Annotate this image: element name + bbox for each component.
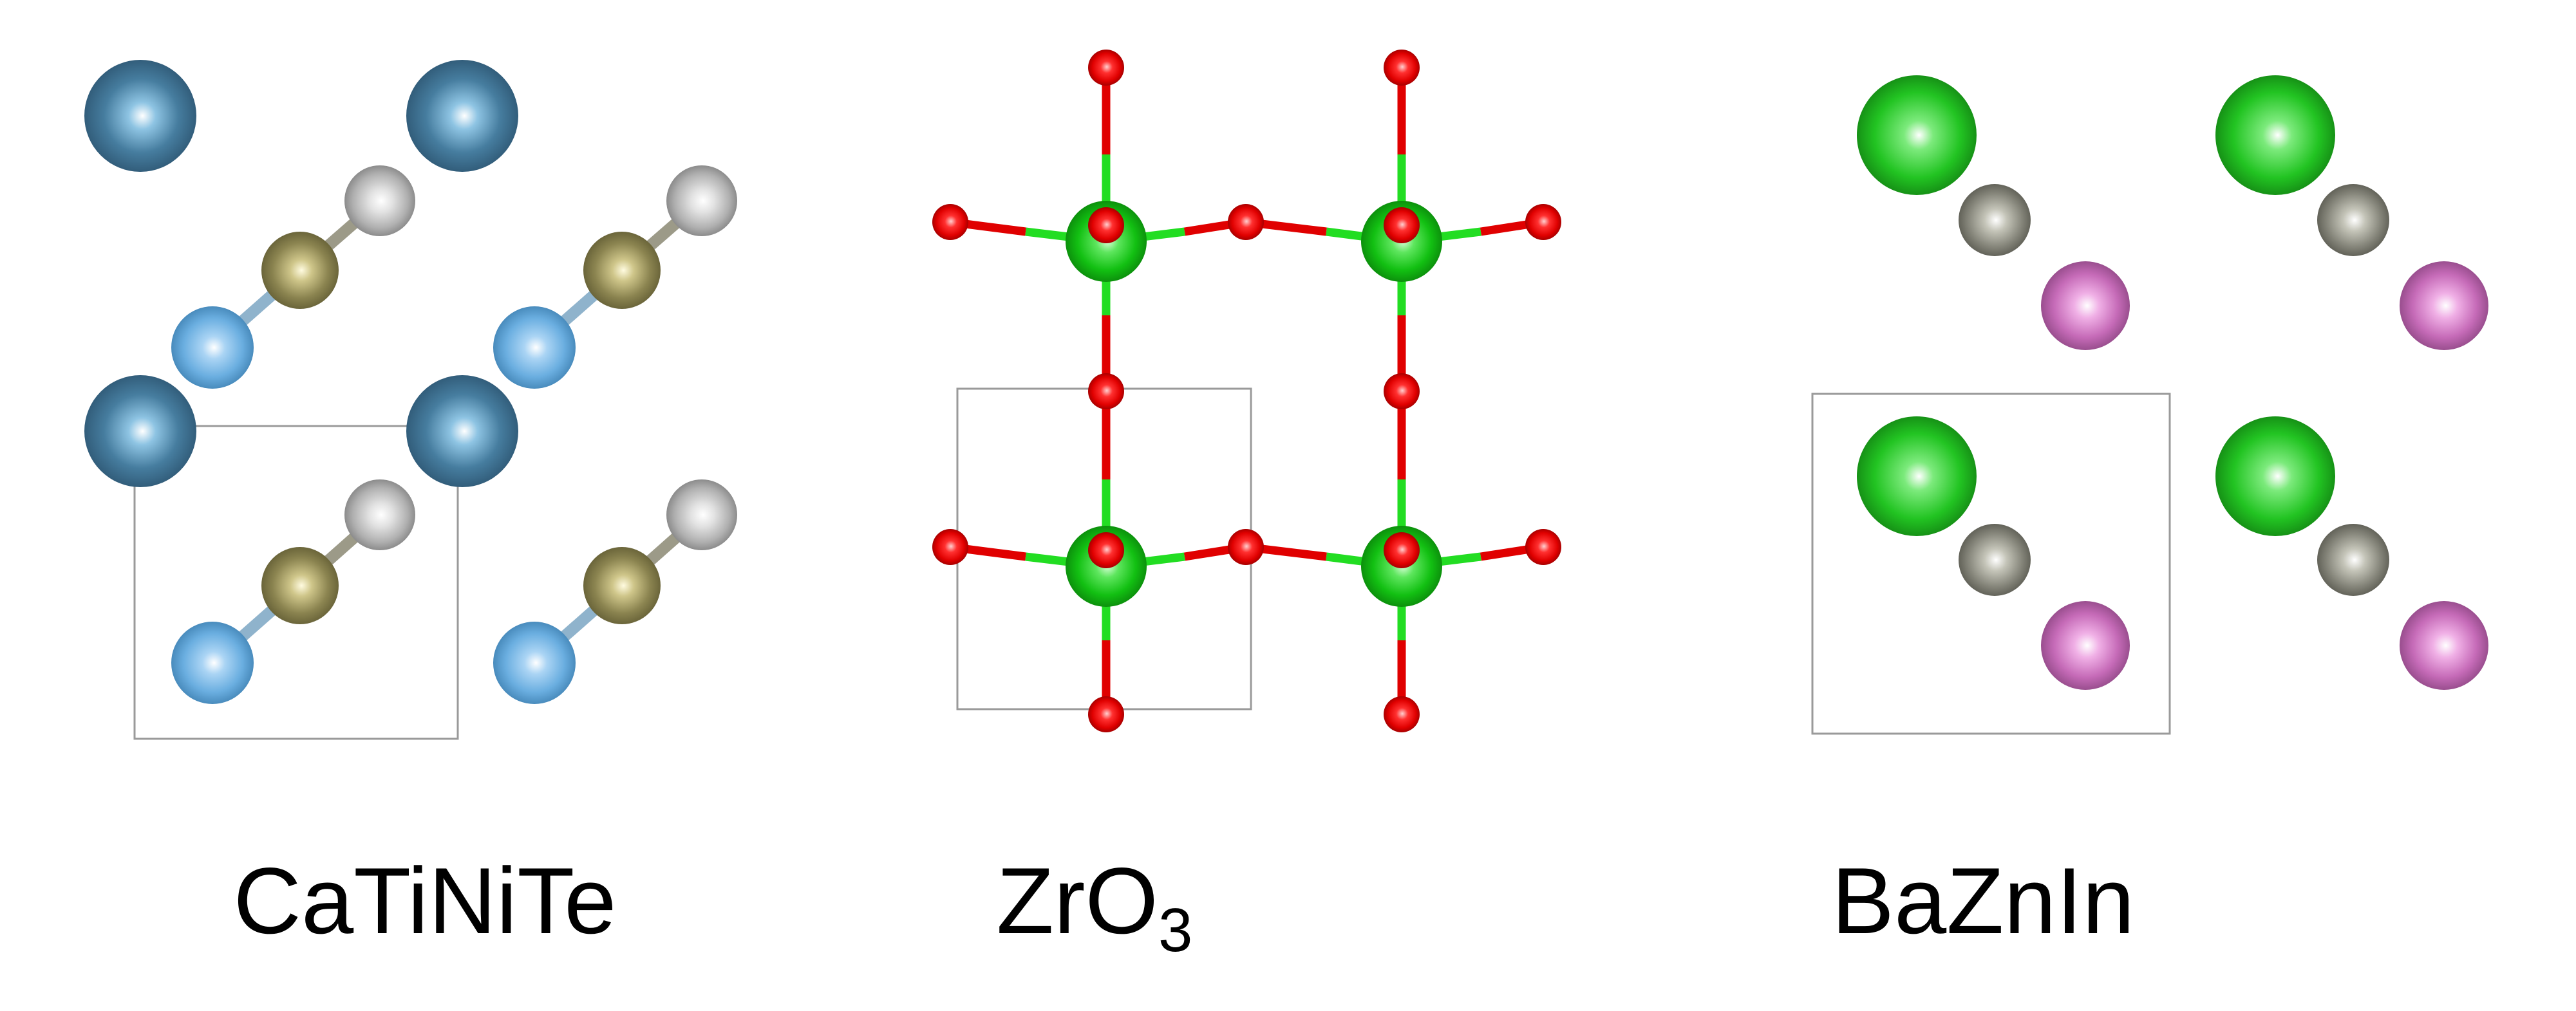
in-atom — [2400, 601, 2488, 690]
panel-baznin — [1811, 75, 2488, 735]
ca-atom — [84, 60, 196, 172]
te-atom — [171, 306, 254, 389]
o-atom — [1525, 204, 1561, 240]
ni-atom — [344, 165, 415, 236]
o-atom — [932, 204, 968, 240]
zn-atom — [1959, 524, 2031, 596]
o-atoms — [932, 50, 1561, 732]
te-ti-ni-chain — [493, 165, 737, 389]
in-atom — [2041, 261, 2130, 350]
o-atom — [1228, 529, 1264, 565]
ba-atom — [2215, 75, 2335, 195]
zn-atom — [2317, 524, 2389, 596]
ni-atom — [666, 165, 737, 236]
ti-atom — [583, 232, 661, 309]
ni-atom — [666, 479, 737, 550]
panel-zro3 — [932, 50, 1561, 732]
ca-atom — [406, 60, 518, 172]
o-atom — [1384, 373, 1420, 409]
ti-atom — [261, 232, 339, 309]
o-atom — [932, 529, 968, 565]
formula-label-catinite: CaTiNiTe — [103, 843, 747, 959]
te-ti-ni-chain — [171, 165, 415, 389]
formula-text: ZrO — [996, 848, 1158, 953]
o-atom — [1088, 532, 1124, 568]
o-atom — [1384, 50, 1420, 86]
ba-atom — [2215, 416, 2335, 536]
formula-label-baznin: BaZnIn — [1661, 843, 2305, 959]
o-atom — [1088, 696, 1124, 732]
formula-label-zro3: ZrO3 — [773, 843, 1416, 961]
formula-subscript: 3 — [1158, 896, 1193, 965]
o-atom — [1384, 696, 1420, 732]
ti-atom — [583, 547, 661, 624]
te-atom — [493, 622, 576, 704]
zn-atom — [2317, 184, 2389, 256]
ca-atom — [406, 375, 518, 487]
o-atom — [1088, 50, 1124, 86]
te-ti-ni-chain — [171, 479, 415, 704]
unit-cell-frame — [1811, 393, 2171, 735]
o-atom — [1384, 532, 1420, 568]
panel-catinite — [84, 60, 737, 740]
formula-text: CaTiNiTe — [233, 848, 617, 953]
o-atom — [1384, 207, 1420, 243]
ba-atom — [1857, 416, 1977, 536]
te-ti-ni-chain — [493, 479, 737, 704]
ti-atom — [261, 547, 339, 624]
unit-cell-frame — [133, 425, 459, 740]
ca-atom — [84, 375, 196, 487]
o-atom — [1228, 204, 1264, 240]
te-atom — [493, 306, 576, 389]
zr-o-bonds — [950, 68, 1544, 714]
o-atom — [1088, 207, 1124, 243]
te-atom — [171, 622, 254, 704]
o-atom — [1088, 373, 1124, 409]
o-atom — [1525, 529, 1561, 565]
ni-atom — [344, 479, 415, 550]
ba-atom — [1857, 75, 1977, 195]
in-atom — [2041, 601, 2130, 690]
in-atom — [2400, 261, 2488, 350]
zn-atom — [1959, 184, 2031, 256]
formula-text: BaZnIn — [1831, 848, 2135, 953]
